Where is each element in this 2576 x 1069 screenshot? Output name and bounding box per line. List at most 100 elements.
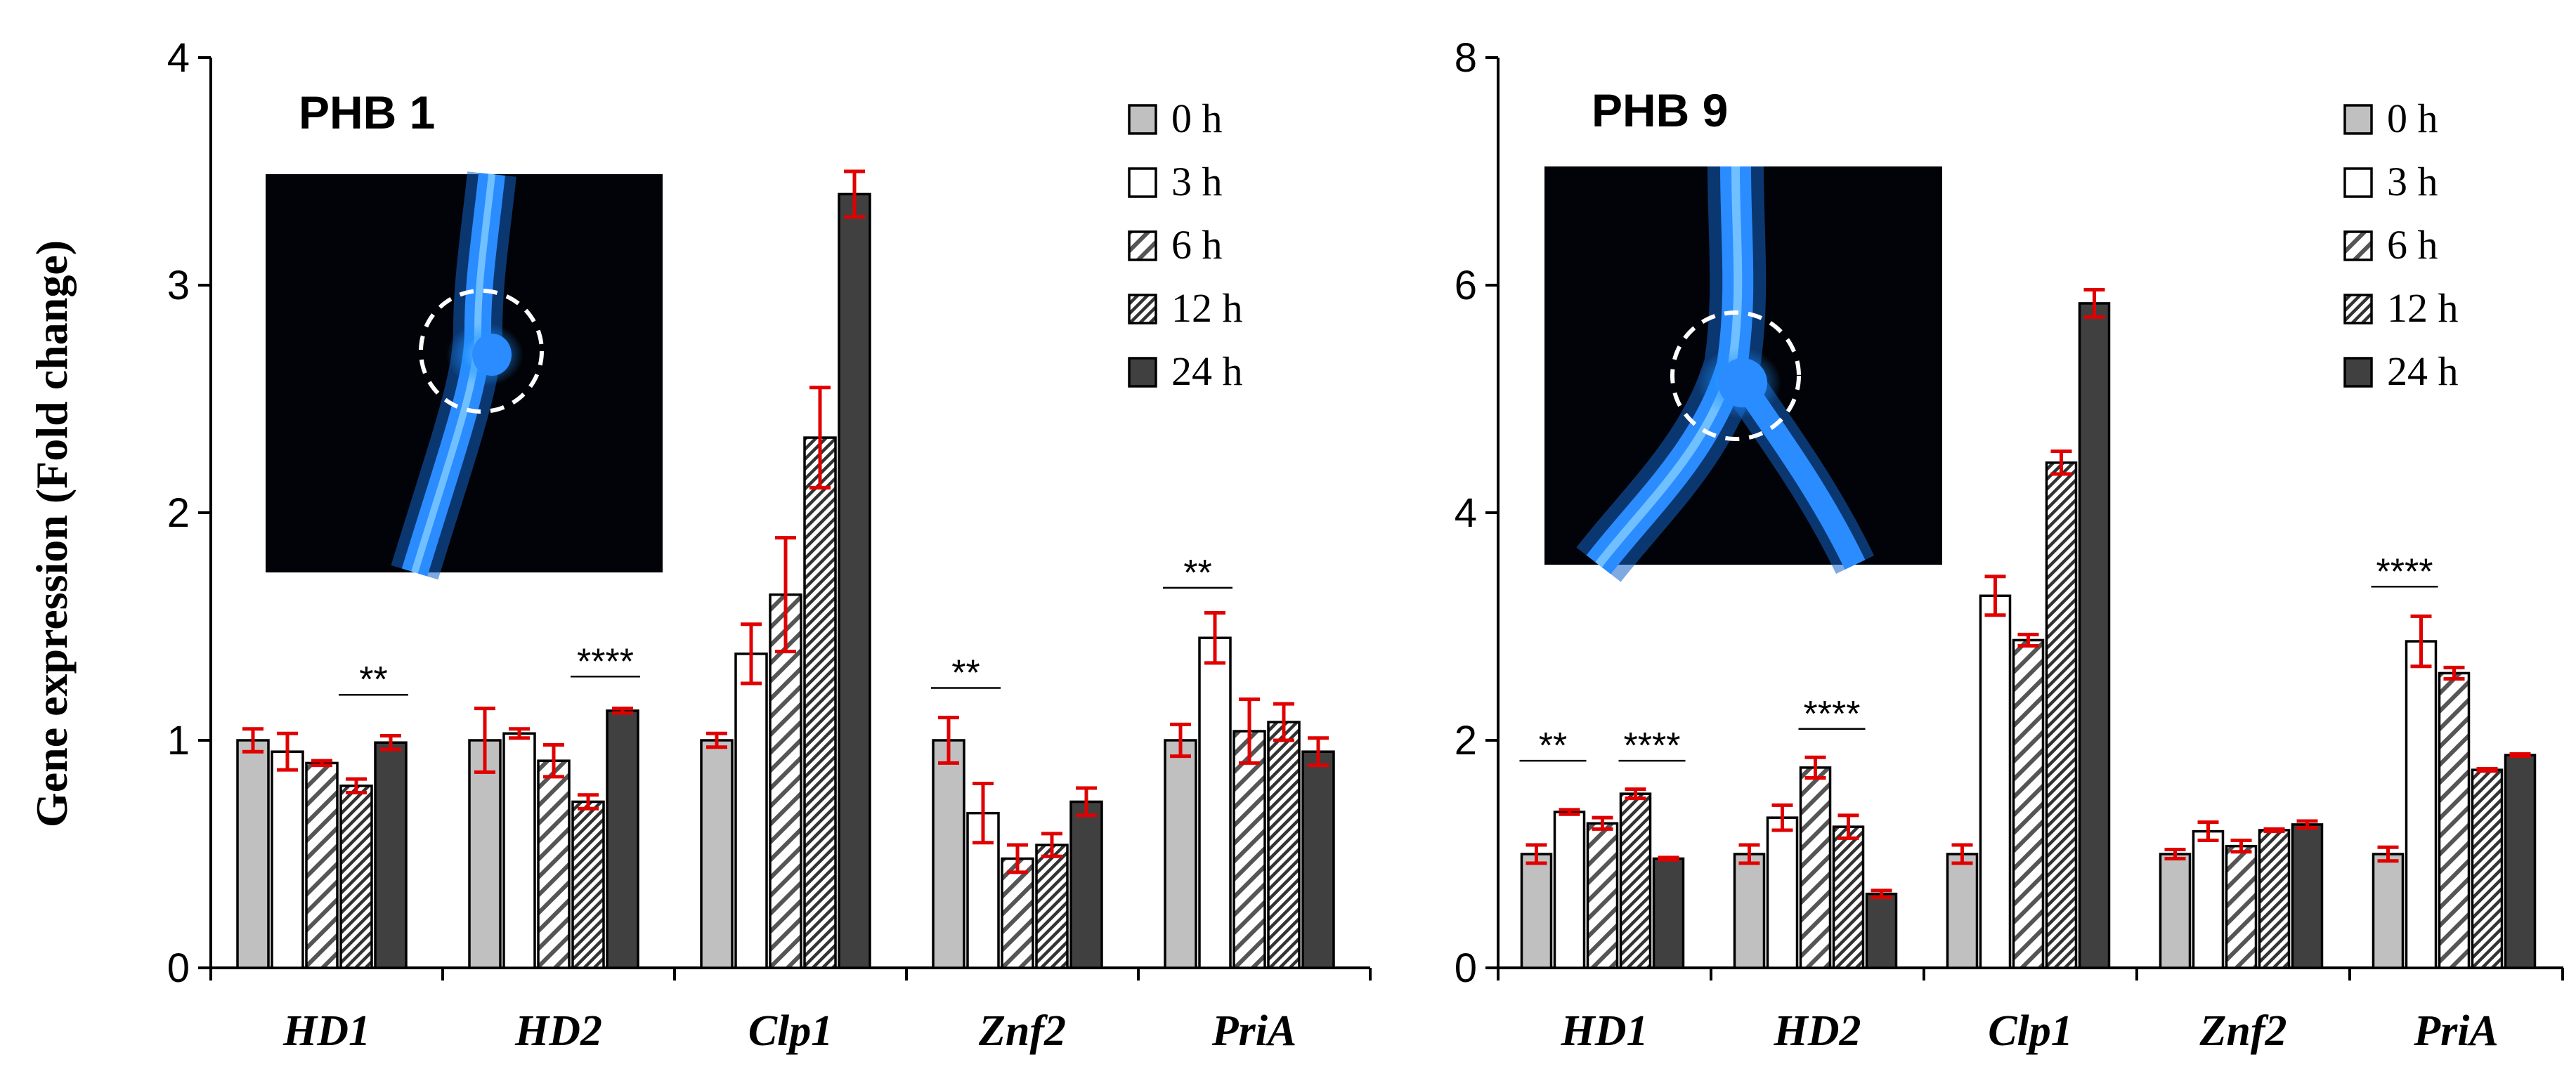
error-bar — [2083, 287, 2105, 319]
bar — [2504, 754, 2537, 969]
category-label: Znf2 — [978, 1007, 1066, 1055]
bar — [1865, 892, 1898, 969]
category-label: HD2 — [514, 1007, 602, 1055]
error-bar — [612, 707, 633, 715]
bar — [1619, 792, 1652, 969]
error-bar — [543, 742, 564, 779]
bar — [1979, 594, 2012, 969]
bar — [1946, 853, 1979, 969]
error-bar — [1076, 786, 1097, 818]
phb9-inset-image — [1544, 166, 1942, 582]
error-bar — [809, 386, 831, 490]
error-bar — [2017, 632, 2039, 648]
error-bar — [242, 727, 264, 754]
legend-label: 12 h — [1171, 285, 1243, 331]
bar — [2159, 853, 2192, 969]
error-bar — [2476, 767, 2498, 773]
bar — [2405, 640, 2438, 969]
significance-label: ** — [359, 660, 387, 700]
y-tick-label: 2 — [1455, 718, 1477, 763]
bar — [236, 739, 270, 969]
legend-label: 24 h — [2387, 348, 2459, 394]
error-bar — [509, 727, 530, 740]
legend-swatch — [2343, 357, 2373, 388]
category-label: PriA — [1211, 1007, 1297, 1055]
error-bar — [2443, 665, 2465, 681]
error-bar — [2050, 450, 2072, 476]
y-tick-label: 1 — [167, 718, 190, 763]
error-bar — [1007, 843, 1028, 874]
significance-label: **** — [1804, 694, 1861, 735]
bar — [1035, 844, 1069, 969]
bar — [1799, 766, 1832, 969]
error-bar — [1308, 736, 1329, 768]
error-bar — [474, 707, 495, 774]
legend-swatch — [1128, 357, 1157, 388]
error-bar — [2377, 845, 2399, 863]
bar — [1069, 800, 1103, 969]
legend-swatch — [2343, 104, 2373, 135]
error-bar — [775, 536, 796, 654]
bar — [2078, 302, 2111, 969]
significance-label: **** — [2376, 551, 2433, 592]
legend-label: 3 h — [1171, 159, 1223, 204]
phb1-inset-image — [266, 171, 663, 580]
bar — [734, 652, 768, 969]
legend-swatch — [1128, 104, 1157, 135]
bar — [271, 750, 304, 969]
error-bar — [1170, 722, 1191, 759]
category-label: HD1 — [282, 1007, 370, 1055]
legend-label: 0 h — [2387, 96, 2438, 141]
error-bar — [1526, 843, 1547, 865]
bar — [1267, 721, 1301, 969]
legend-label: 24 h — [1171, 348, 1243, 394]
bar — [1553, 811, 1586, 969]
error-bar — [1658, 855, 1679, 862]
bar — [2225, 844, 2258, 969]
bar — [769, 593, 802, 969]
bar — [2045, 461, 2078, 969]
error-bar — [346, 777, 367, 795]
error-bar — [578, 793, 599, 811]
bar — [537, 759, 571, 969]
error-bar — [1273, 702, 1294, 742]
bar — [1733, 853, 1766, 969]
legend-swatch — [2343, 294, 2373, 324]
y-tick-label: 8 — [1455, 35, 1477, 81]
y-tick-label: 0 — [167, 945, 190, 991]
category-label: HD1 — [1561, 1007, 1648, 1055]
y-tick-label: 0 — [1455, 945, 1477, 991]
error-bar — [2230, 839, 2252, 854]
legend-swatch — [2343, 167, 2373, 198]
bar — [2258, 829, 2291, 969]
bar — [571, 800, 605, 969]
bar — [606, 709, 639, 969]
error-bar — [277, 731, 298, 772]
bar — [2012, 638, 2045, 969]
legend-label: 3 h — [2387, 159, 2438, 204]
significance-label: ** — [951, 652, 980, 693]
error-bar — [844, 169, 865, 219]
bar — [838, 192, 871, 969]
y-tick-label: 4 — [1455, 490, 1477, 536]
bar — [1164, 739, 1197, 969]
category-label: Znf2 — [2199, 1007, 2287, 1055]
error-bar — [1625, 787, 1646, 801]
error-bar — [1951, 843, 1973, 865]
error-bar — [380, 734, 401, 752]
bar — [2192, 829, 2225, 969]
bar — [1652, 857, 1685, 969]
bar — [339, 785, 373, 969]
y-tick-label: 3 — [167, 263, 190, 308]
bar — [2372, 853, 2405, 969]
error-bar — [2263, 827, 2285, 834]
bar — [1001, 857, 1034, 969]
category-label: Clp1 — [748, 1007, 833, 1055]
legend-label: 0 h — [1171, 96, 1223, 141]
error-bar — [311, 759, 332, 768]
error-bar — [1871, 888, 1892, 900]
error-bar — [1984, 575, 2006, 617]
